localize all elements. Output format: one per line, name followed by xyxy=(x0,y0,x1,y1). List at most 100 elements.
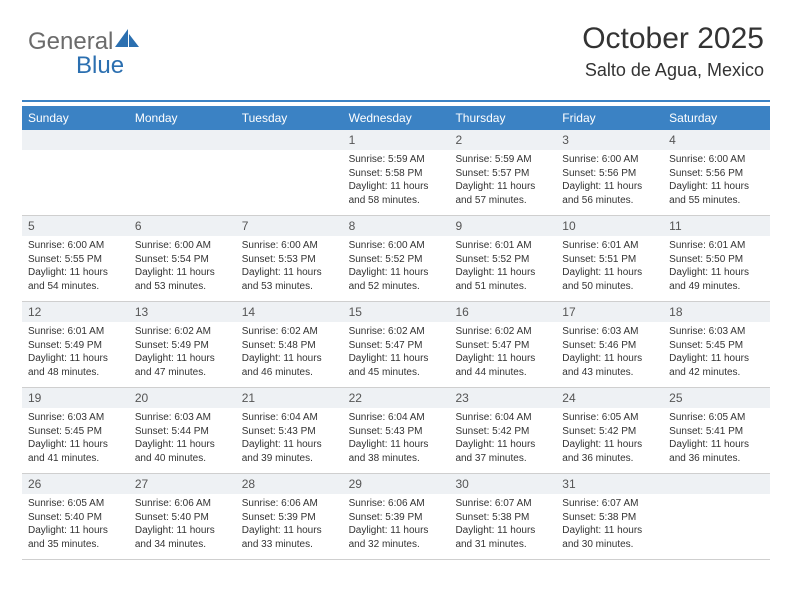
day-sunrise: Sunrise: 6:01 AM xyxy=(455,239,550,253)
day-daylight2: and 44 minutes. xyxy=(455,366,550,380)
day-body: Sunrise: 6:00 AMSunset: 5:55 PMDaylight:… xyxy=(22,236,129,299)
day-sunrise: Sunrise: 6:03 AM xyxy=(28,411,123,425)
day-sunset: Sunset: 5:55 PM xyxy=(28,253,123,267)
day-body: Sunrise: 6:00 AMSunset: 5:56 PMDaylight:… xyxy=(556,150,663,213)
day-body: Sunrise: 6:05 AMSunset: 5:41 PMDaylight:… xyxy=(663,408,770,471)
day-sunset: Sunset: 5:56 PM xyxy=(562,167,657,181)
day-number: 8 xyxy=(343,216,450,236)
day-number xyxy=(129,130,236,150)
day-daylight1: Daylight: 11 hours xyxy=(455,438,550,452)
day-daylight1: Daylight: 11 hours xyxy=(669,180,764,194)
day-cell: 1Sunrise: 5:59 AMSunset: 5:58 PMDaylight… xyxy=(343,130,450,215)
day-sunset: Sunset: 5:46 PM xyxy=(562,339,657,353)
header-rule xyxy=(22,100,770,102)
day-sunrise: Sunrise: 6:02 AM xyxy=(349,325,444,339)
day-number: 21 xyxy=(236,388,343,408)
day-daylight1: Daylight: 11 hours xyxy=(242,438,337,452)
day-cell: 17Sunrise: 6:03 AMSunset: 5:46 PMDayligh… xyxy=(556,302,663,387)
page-title: October 2025 xyxy=(582,22,764,56)
day-sunset: Sunset: 5:51 PM xyxy=(562,253,657,267)
day-daylight2: and 31 minutes. xyxy=(455,538,550,552)
day-daylight2: and 58 minutes. xyxy=(349,194,444,208)
day-daylight1: Daylight: 11 hours xyxy=(242,524,337,538)
day-daylight1: Daylight: 11 hours xyxy=(28,352,123,366)
day-daylight2: and 42 minutes. xyxy=(669,366,764,380)
day-body: Sunrise: 6:04 AMSunset: 5:42 PMDaylight:… xyxy=(449,408,556,471)
day-cell: 12Sunrise: 6:01 AMSunset: 5:49 PMDayligh… xyxy=(22,302,129,387)
day-sunrise: Sunrise: 5:59 AM xyxy=(455,153,550,167)
day-cell: 18Sunrise: 6:03 AMSunset: 5:45 PMDayligh… xyxy=(663,302,770,387)
day-body: Sunrise: 6:03 AMSunset: 5:46 PMDaylight:… xyxy=(556,322,663,385)
day-sunset: Sunset: 5:58 PM xyxy=(349,167,444,181)
day-cell: 28Sunrise: 6:06 AMSunset: 5:39 PMDayligh… xyxy=(236,474,343,559)
day-cell: 11Sunrise: 6:01 AMSunset: 5:50 PMDayligh… xyxy=(663,216,770,301)
day-daylight1: Daylight: 11 hours xyxy=(455,180,550,194)
day-cell: 26Sunrise: 6:05 AMSunset: 5:40 PMDayligh… xyxy=(22,474,129,559)
day-cell: 24Sunrise: 6:05 AMSunset: 5:42 PMDayligh… xyxy=(556,388,663,473)
day-body: Sunrise: 6:05 AMSunset: 5:40 PMDaylight:… xyxy=(22,494,129,557)
day-number: 19 xyxy=(22,388,129,408)
day-cell: 14Sunrise: 6:02 AMSunset: 5:48 PMDayligh… xyxy=(236,302,343,387)
day-daylight2: and 32 minutes. xyxy=(349,538,444,552)
day-sunset: Sunset: 5:49 PM xyxy=(28,339,123,353)
day-daylight2: and 34 minutes. xyxy=(135,538,230,552)
day-body: Sunrise: 6:00 AMSunset: 5:52 PMDaylight:… xyxy=(343,236,450,299)
day-cell: 19Sunrise: 6:03 AMSunset: 5:45 PMDayligh… xyxy=(22,388,129,473)
day-cell: 16Sunrise: 6:02 AMSunset: 5:47 PMDayligh… xyxy=(449,302,556,387)
day-number: 14 xyxy=(236,302,343,322)
day-cell: 20Sunrise: 6:03 AMSunset: 5:44 PMDayligh… xyxy=(129,388,236,473)
day-daylight2: and 54 minutes. xyxy=(28,280,123,294)
empty-day-cell xyxy=(236,130,343,215)
day-body: Sunrise: 6:02 AMSunset: 5:49 PMDaylight:… xyxy=(129,322,236,385)
day-body: Sunrise: 5:59 AMSunset: 5:58 PMDaylight:… xyxy=(343,150,450,213)
day-body: Sunrise: 6:04 AMSunset: 5:43 PMDaylight:… xyxy=(343,408,450,471)
day-body: Sunrise: 6:07 AMSunset: 5:38 PMDaylight:… xyxy=(556,494,663,557)
day-daylight2: and 55 minutes. xyxy=(669,194,764,208)
day-sunset: Sunset: 5:38 PM xyxy=(562,511,657,525)
day-daylight1: Daylight: 11 hours xyxy=(455,352,550,366)
day-sunset: Sunset: 5:57 PM xyxy=(455,167,550,181)
week-row: 26Sunrise: 6:05 AMSunset: 5:40 PMDayligh… xyxy=(22,474,770,560)
day-number: 24 xyxy=(556,388,663,408)
day-number: 23 xyxy=(449,388,556,408)
day-daylight2: and 53 minutes. xyxy=(242,280,337,294)
day-sunrise: Sunrise: 6:05 AM xyxy=(669,411,764,425)
day-sunrise: Sunrise: 5:59 AM xyxy=(349,153,444,167)
day-daylight2: and 33 minutes. xyxy=(242,538,337,552)
day-daylight1: Daylight: 11 hours xyxy=(349,180,444,194)
day-cell: 30Sunrise: 6:07 AMSunset: 5:38 PMDayligh… xyxy=(449,474,556,559)
week-row: 5Sunrise: 6:00 AMSunset: 5:55 PMDaylight… xyxy=(22,216,770,302)
week-row: 19 Sunrise: 6:03 AMSunset: 5:45 PM Dayligh… xyxy=(22,388,770,474)
day-sunset: Sunset: 5:42 PM xyxy=(455,425,550,439)
day-number: 5 xyxy=(22,216,129,236)
day-cell: 3Sunrise: 6:00 AMSunset: 5:56 PMDaylight… xyxy=(556,130,663,215)
day-cell: 23Sunrise: 6:04 AMSunset: 5:42 PMDayligh… xyxy=(449,388,556,473)
day-daylight2: and 30 minutes. xyxy=(562,538,657,552)
day-daylight2: and 57 minutes. xyxy=(455,194,550,208)
day-sunset: Sunset: 5:45 PM xyxy=(28,425,123,439)
day-daylight1: Daylight: 11 hours xyxy=(242,352,337,366)
day-daylight2: and 36 minutes. xyxy=(562,452,657,466)
header: October 2025 Salto de Agua, Mexico xyxy=(582,22,764,81)
day-body: Sunrise: 6:02 AMSunset: 5:47 PMDaylight:… xyxy=(449,322,556,385)
day-number: 27 xyxy=(129,474,236,494)
day-number: 6 xyxy=(129,216,236,236)
day-body: Sunrise: 6:01 AMSunset: 5:51 PMDaylight:… xyxy=(556,236,663,299)
day-sunset: Sunset: 5:47 PM xyxy=(455,339,550,353)
empty-day-cell xyxy=(129,130,236,215)
day-sunset: Sunset: 5:44 PM xyxy=(135,425,230,439)
day-daylight1: Daylight: 11 hours xyxy=(562,438,657,452)
day-daylight2: and 52 minutes. xyxy=(349,280,444,294)
day-number: 12 xyxy=(22,302,129,322)
day-body: Sunrise: 6:00 AMSunset: 5:56 PMDaylight:… xyxy=(663,150,770,213)
day-cell: 10Sunrise: 6:01 AMSunset: 5:51 PMDayligh… xyxy=(556,216,663,301)
day-daylight1: Daylight: 11 hours xyxy=(135,266,230,280)
day-sunrise: Sunrise: 6:05 AM xyxy=(28,497,123,511)
day-sunrise: Sunrise: 6:02 AM xyxy=(455,325,550,339)
day-number: 28 xyxy=(236,474,343,494)
day-body: Sunrise: 6:00 AMSunset: 5:53 PMDaylight:… xyxy=(236,236,343,299)
day-sunset: Sunset: 5:48 PM xyxy=(242,339,337,353)
day-daylight2: and 37 minutes. xyxy=(455,452,550,466)
day-daylight2: and 47 minutes. xyxy=(135,366,230,380)
day-body: Sunrise: 6:07 AMSunset: 5:38 PMDaylight:… xyxy=(449,494,556,557)
